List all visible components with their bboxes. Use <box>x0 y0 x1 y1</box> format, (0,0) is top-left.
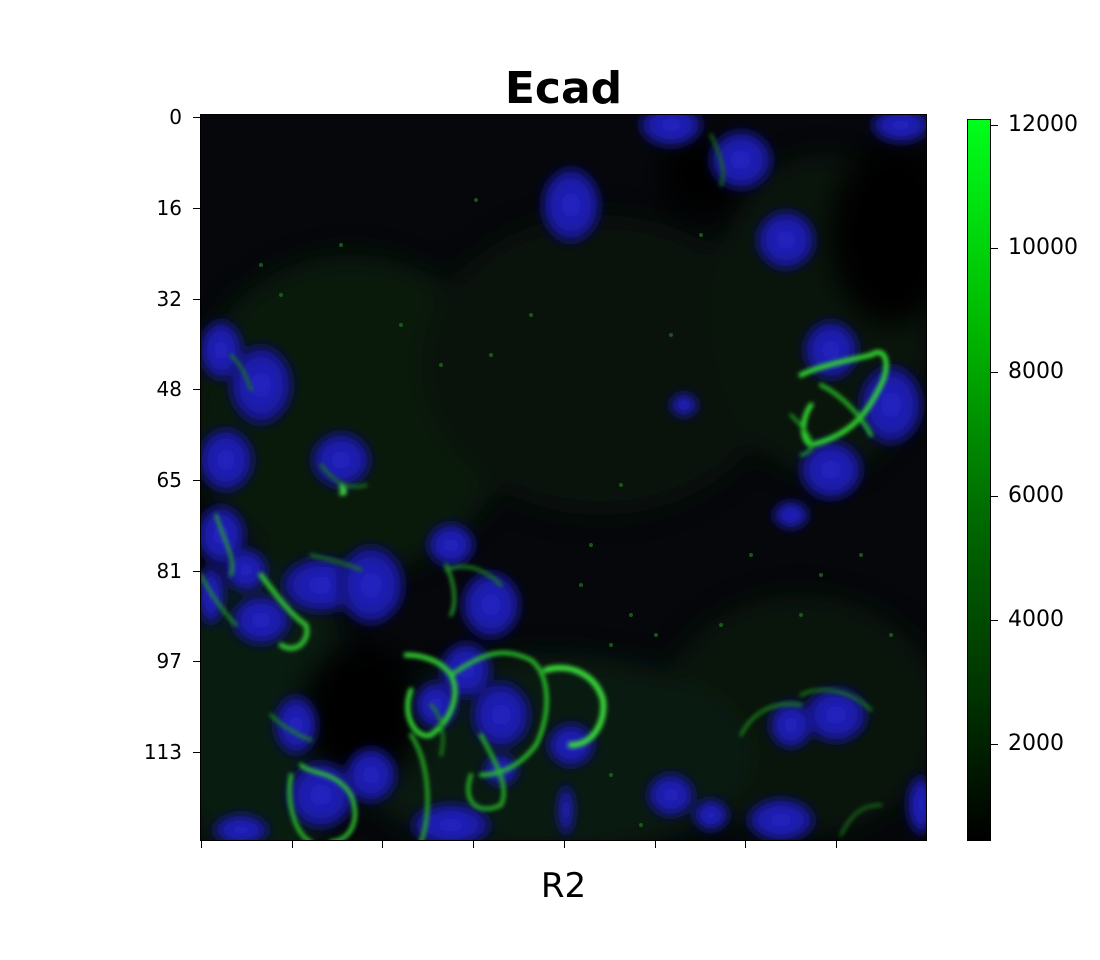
colorbar-tick-label: 8000 <box>1008 359 1064 384</box>
y-tick-label: 65 <box>156 468 182 492</box>
y-tick-mark <box>193 208 200 209</box>
colorbar-tick-mark <box>991 125 998 126</box>
colorbar-tick-label: 4000 <box>1008 607 1064 632</box>
figure-title: Ecad <box>504 63 623 114</box>
y-tick-label: 16 <box>156 196 182 220</box>
colorbar-tick-mark <box>991 248 998 249</box>
y-tick-label: 113 <box>143 740 182 764</box>
y-tick-mark <box>193 661 200 662</box>
x-tick-mark <box>201 841 202 848</box>
y-tick-label: 81 <box>156 559 182 583</box>
y-tick-label: 97 <box>156 649 182 673</box>
y-tick-mark <box>193 299 200 300</box>
colorbar-tick-mark <box>991 744 998 745</box>
colorbar-tick-mark <box>991 496 998 497</box>
microscopy-image <box>200 114 927 841</box>
x-tick-mark <box>292 841 293 848</box>
colorbar-tick-mark <box>991 620 998 621</box>
colorbar-tick-label: 6000 <box>1008 483 1064 508</box>
y-tick-mark <box>193 117 200 118</box>
x-tick-mark <box>655 841 656 848</box>
colorbar-tick-mark <box>991 372 998 373</box>
colorbar-tick-label: 10000 <box>1008 235 1078 260</box>
colorbar-tick-label: 12000 <box>1008 112 1078 137</box>
y-tick-label: 32 <box>156 287 182 311</box>
y-tick-mark <box>193 571 200 572</box>
x-tick-mark <box>836 841 837 848</box>
y-tick-label: 0 <box>169 105 182 129</box>
x-tick-mark <box>564 841 565 848</box>
x-tick-mark <box>382 841 383 848</box>
microscopy-image-svg <box>201 115 926 840</box>
y-tick-mark <box>193 480 200 481</box>
x-tick-mark <box>473 841 474 848</box>
colorbar-tick-label: 2000 <box>1008 731 1064 756</box>
y-tick-mark <box>193 389 200 390</box>
x-tick-mark <box>745 841 746 848</box>
colorbar <box>967 119 991 841</box>
y-tick-label: 48 <box>156 377 182 401</box>
x-axis-label: R2 <box>540 866 587 906</box>
y-tick-mark <box>193 752 200 753</box>
